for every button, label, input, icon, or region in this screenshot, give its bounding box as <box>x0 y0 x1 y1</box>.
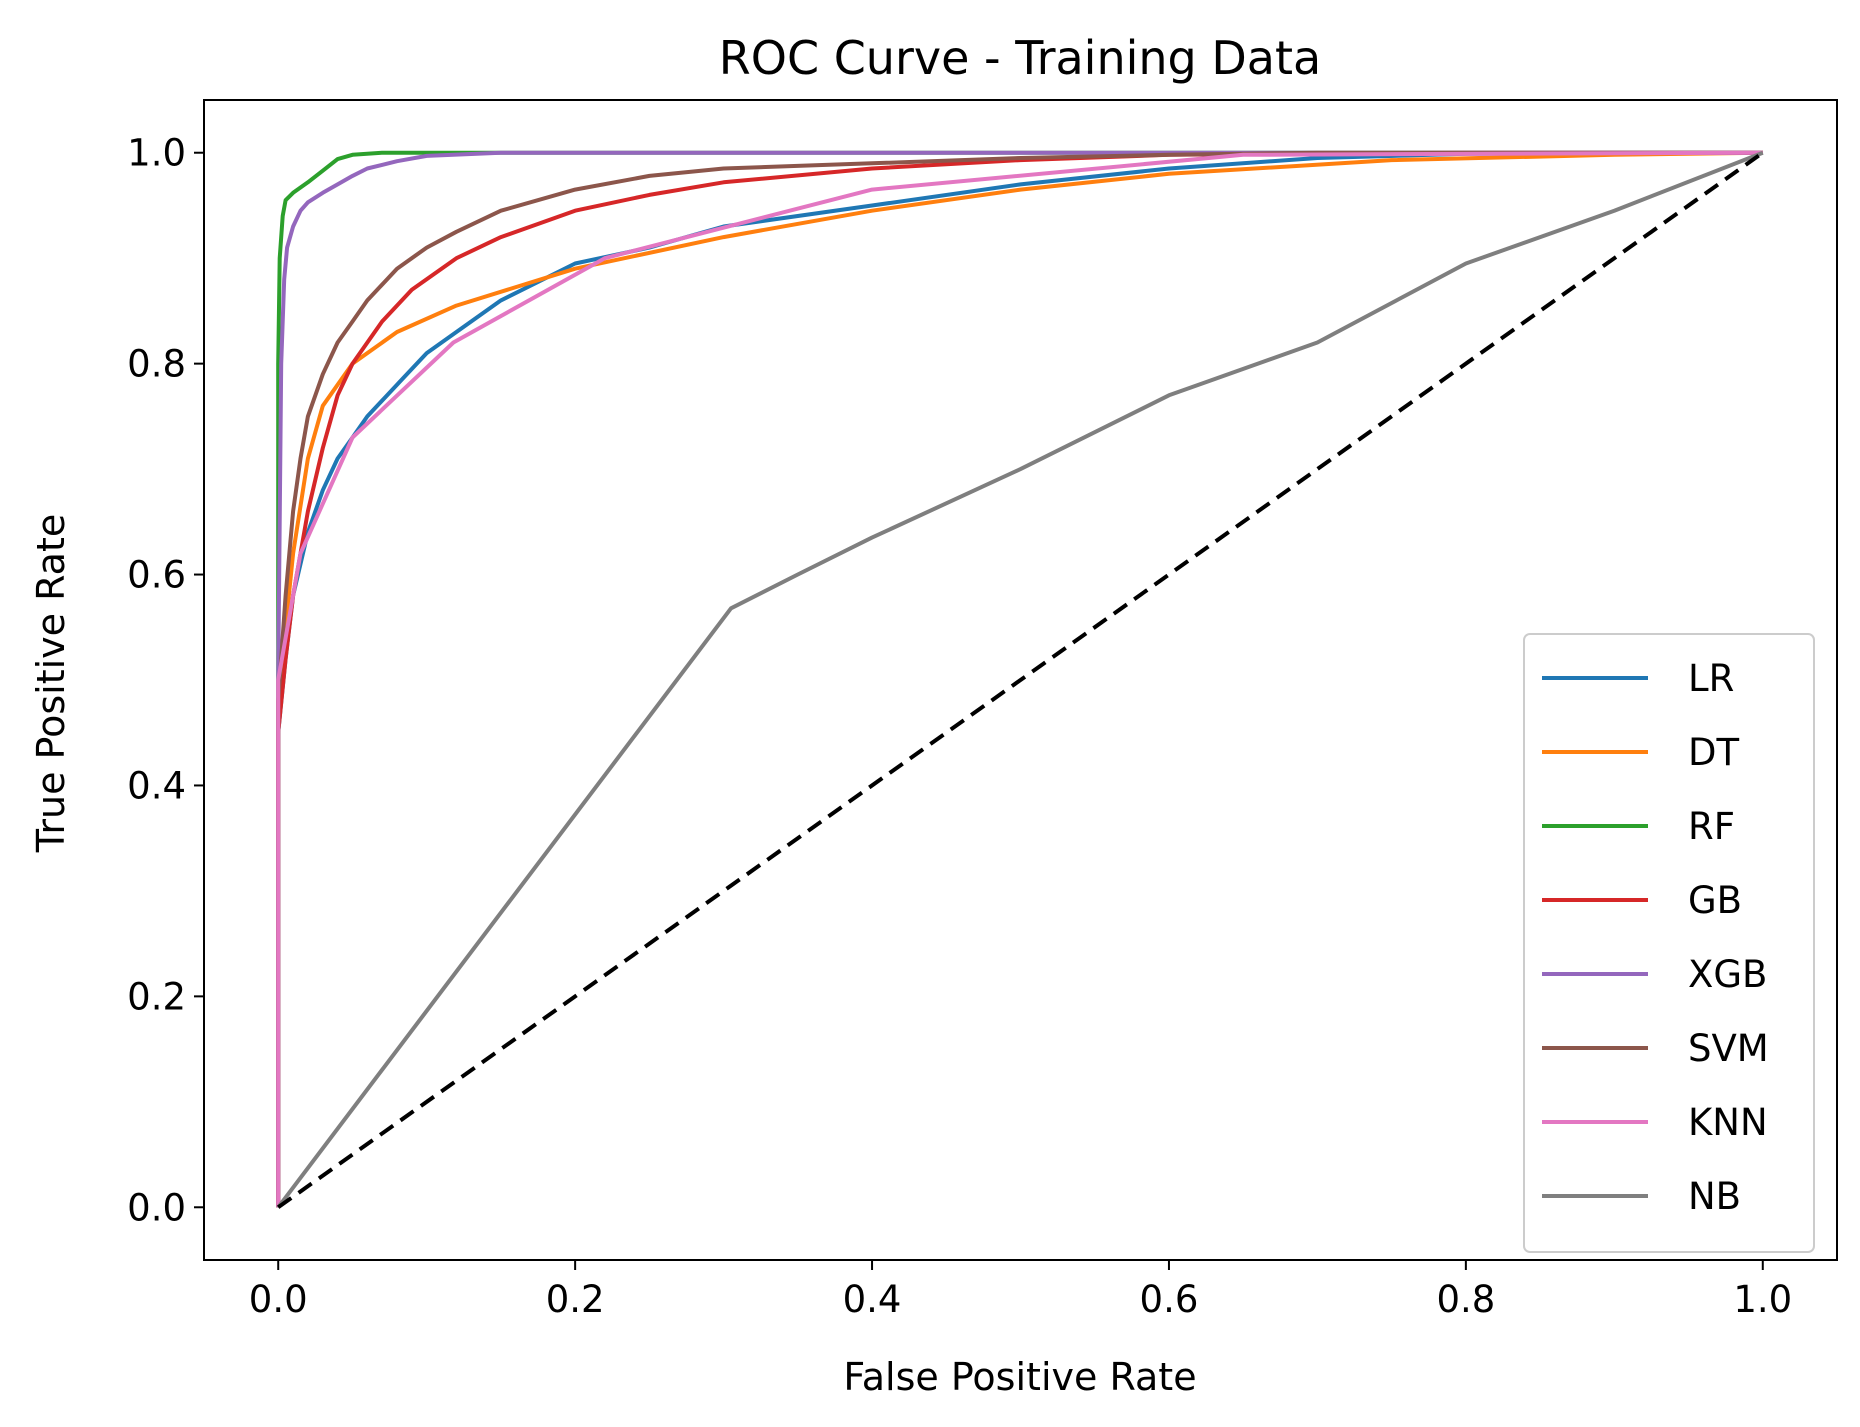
y-tick-label: 0.6 <box>127 554 186 597</box>
x-tick-label: 0.8 <box>1436 1278 1495 1321</box>
y-tick-label: 1.0 <box>127 132 186 175</box>
legend-label-lr: LR <box>1688 657 1734 700</box>
series-line-dt <box>276 150 1763 1208</box>
x-tick-label: 0.4 <box>843 1278 902 1321</box>
series-line-xgb <box>276 150 1763 1208</box>
x-tick-label: 1.0 <box>1733 1278 1792 1321</box>
legend-label-svm: SVM <box>1688 1027 1769 1070</box>
y-tick-label: 0.0 <box>127 1186 186 1229</box>
legend-label-nb: NB <box>1688 1175 1741 1218</box>
series-line-diagonal-reference <box>277 151 1764 1209</box>
series-line-rf <box>276 150 1763 1208</box>
series-line-nb <box>276 150 1764 1209</box>
series-line-knn <box>276 150 1763 1208</box>
legend: LR DT RF GB XGB SVM KNN NB <box>1523 633 1815 1253</box>
x-tick-label: 0.0 <box>249 1278 308 1321</box>
x-tick-label: 0.2 <box>546 1278 605 1321</box>
legend-label-xgb: XGB <box>1688 953 1767 996</box>
plot-frame <box>203 99 1838 1261</box>
series-line-svm <box>276 150 1763 1208</box>
y-tick-label: 0.2 <box>127 975 186 1018</box>
x-tick-label: 0.6 <box>1140 1278 1199 1321</box>
chart-title: ROC Curve - Training Data <box>719 31 1321 85</box>
y-axis-label: True Positive Rate <box>29 514 73 854</box>
legend-box <box>1523 633 1815 1253</box>
x-axis-label: False Positive Rate <box>843 1355 1196 1399</box>
x-axis-ticks: 0.0 0.2 0.4 0.6 0.8 1.0 <box>249 1260 1792 1321</box>
y-axis-ticks: 0.0 0.2 0.4 0.6 0.8 1.0 <box>127 132 204 1229</box>
legend-label-rf: RF <box>1688 805 1735 848</box>
y-tick-label: 0.8 <box>127 343 186 386</box>
legend-label-gb: GB <box>1688 879 1742 922</box>
plot-lines <box>276 150 1764 1209</box>
y-tick-label: 0.4 <box>127 764 186 807</box>
legend-label-dt: DT <box>1688 731 1739 774</box>
legend-label-knn: KNN <box>1688 1101 1768 1144</box>
